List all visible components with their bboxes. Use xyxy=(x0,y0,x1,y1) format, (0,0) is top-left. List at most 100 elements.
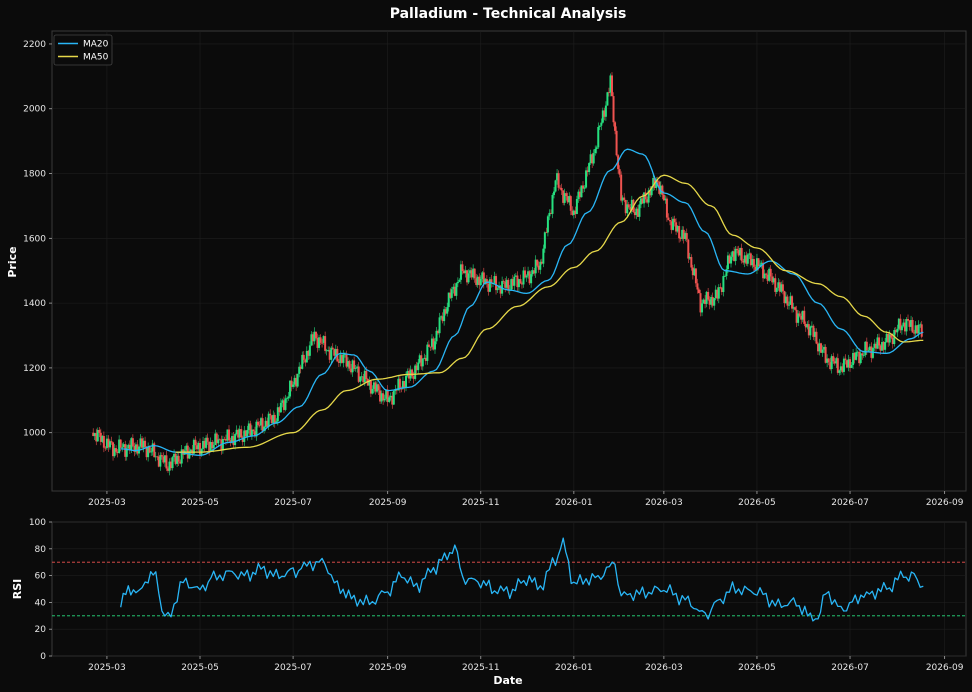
candle-body xyxy=(144,440,147,447)
candle-body xyxy=(369,381,372,394)
candle-body xyxy=(121,447,124,449)
candle-body xyxy=(218,439,221,441)
candle-body xyxy=(192,439,195,454)
candle-body xyxy=(290,380,293,387)
rsi-y-tick-label: 0 xyxy=(40,652,46,662)
candle-body xyxy=(845,360,848,368)
candle-body xyxy=(591,154,594,164)
candle-body xyxy=(256,421,259,425)
candle-body xyxy=(888,334,891,343)
candle-body xyxy=(682,229,685,239)
candle-body xyxy=(205,437,208,448)
candle-body xyxy=(905,319,908,332)
price-y-tick-label: 1400 xyxy=(23,299,46,309)
candle-body xyxy=(557,173,560,188)
price-x-tick-label: 2025-09 xyxy=(369,498,407,508)
price-lines xyxy=(120,148,924,457)
rsi-x-axis: 2025-03 2025-05 2025-07 2025-09 2025-11 2026-… xyxy=(88,656,964,673)
legend-box xyxy=(53,34,113,66)
candle-body xyxy=(849,359,852,368)
candle-body xyxy=(594,148,597,154)
candle-body xyxy=(768,268,771,281)
rsi-x-tick-label: 2026-05 xyxy=(738,663,776,673)
candle-body xyxy=(96,429,99,442)
candle-body xyxy=(153,443,156,458)
candle-body xyxy=(170,461,173,469)
candle-body xyxy=(566,196,569,203)
candle-body xyxy=(896,328,899,333)
candle-body xyxy=(105,438,108,449)
candle-body xyxy=(258,424,261,426)
candle-body xyxy=(485,279,488,284)
candle-body xyxy=(502,281,505,282)
candle-body xyxy=(159,455,162,467)
candle-body xyxy=(226,429,229,441)
candle-body xyxy=(115,448,118,452)
candle-body xyxy=(475,278,478,285)
candle-body xyxy=(781,284,784,292)
candle-body xyxy=(853,352,856,360)
rsi-x-tick-label: 2025-09 xyxy=(369,663,407,673)
candle-body xyxy=(545,232,548,234)
candle-body xyxy=(574,210,577,215)
candle-body xyxy=(514,275,517,277)
candle-body xyxy=(646,199,649,203)
candle-body xyxy=(189,449,192,452)
candle-body xyxy=(199,442,202,455)
candle-body xyxy=(816,343,819,352)
candle-body xyxy=(119,439,122,448)
candle-body xyxy=(356,366,359,369)
candle-body xyxy=(719,287,722,288)
candle-body xyxy=(717,287,720,299)
candle-body xyxy=(609,75,612,93)
candle-body xyxy=(766,274,769,281)
candle-body xyxy=(307,350,310,356)
candle-body xyxy=(813,331,816,337)
candle-body xyxy=(310,334,313,346)
candle-body xyxy=(908,320,911,327)
candle-body xyxy=(308,345,311,356)
candle-body xyxy=(607,92,610,94)
candle-body xyxy=(524,270,527,278)
candle-body xyxy=(447,292,450,308)
candle-body xyxy=(134,444,137,452)
candle-body xyxy=(298,366,301,374)
candle-body xyxy=(180,449,183,464)
candle-body xyxy=(197,442,200,450)
candle-body xyxy=(488,279,491,292)
candle-body xyxy=(435,330,438,342)
candle-body xyxy=(723,275,726,277)
candle-body xyxy=(534,259,537,274)
candle-body xyxy=(212,445,215,449)
candle-body xyxy=(795,309,798,323)
candle-body xyxy=(656,180,659,182)
candle-body xyxy=(278,407,281,413)
candle-body xyxy=(493,276,496,284)
candle-body xyxy=(821,349,824,353)
candle-body xyxy=(272,414,275,424)
candle-body xyxy=(281,400,284,403)
price-y-tick-label: 2000 xyxy=(23,105,46,115)
candle-body xyxy=(826,358,829,363)
candle-body xyxy=(720,287,723,293)
candle-body xyxy=(401,381,404,389)
candle-body xyxy=(269,413,272,416)
candle-body xyxy=(536,259,539,266)
candle-body xyxy=(789,296,792,305)
candle-body xyxy=(318,337,321,348)
candle-body xyxy=(107,438,110,448)
candle-body xyxy=(907,319,910,321)
candle-body xyxy=(917,324,920,334)
candle-body xyxy=(582,185,585,189)
candle-body xyxy=(902,322,905,327)
chart-title: Palladium - Technical Analysis xyxy=(390,6,627,22)
candle-body xyxy=(321,342,324,344)
candle-body xyxy=(916,325,919,334)
candle-body xyxy=(878,337,881,346)
candle-body xyxy=(565,193,568,197)
price-y-tick-label: 1000 xyxy=(23,429,46,439)
candle-body xyxy=(881,341,884,351)
candle-body xyxy=(405,375,408,389)
candle-body xyxy=(784,296,787,304)
